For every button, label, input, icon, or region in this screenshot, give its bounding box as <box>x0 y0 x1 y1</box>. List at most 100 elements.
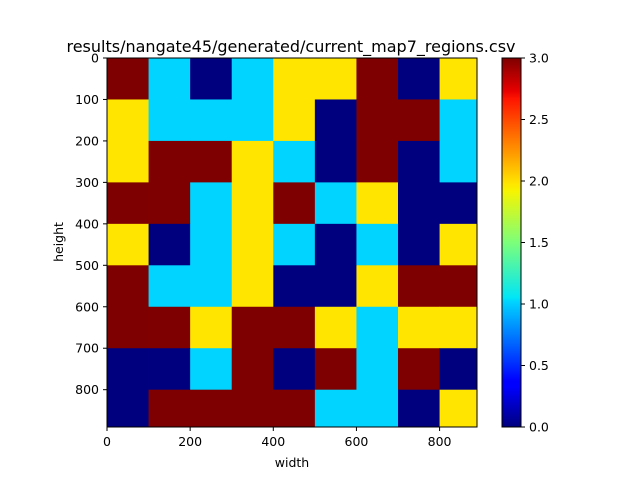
y-axis-label: height <box>51 222 66 262</box>
heatmap-cell <box>398 265 440 308</box>
heatmap-cells <box>107 58 478 428</box>
y-tick-label: 300 <box>75 175 99 190</box>
heatmap-cell <box>107 58 149 100</box>
heatmap-cell <box>148 306 191 349</box>
heatmap-cell <box>231 99 274 142</box>
heatmap-cell <box>439 265 478 308</box>
heatmap-cell <box>314 348 357 391</box>
heatmap-cell <box>398 389 440 428</box>
heatmap-cell <box>356 389 399 428</box>
heatmap-cell <box>231 182 274 225</box>
heatmap-cell <box>273 99 316 142</box>
colorbar-tick-label: 1.0 <box>529 297 549 312</box>
heatmap-cell <box>356 182 399 225</box>
heatmap-cell <box>148 265 191 308</box>
y-tick-label: 400 <box>75 216 99 231</box>
heatmap-cell <box>107 389 149 428</box>
heatmap-cell <box>398 182 440 225</box>
heatmap-cell <box>107 182 149 225</box>
heatmap-cell <box>148 348 191 391</box>
x-tick-label: 400 <box>261 434 285 449</box>
heatmap-cell <box>398 58 440 100</box>
heatmap-cell <box>107 99 149 142</box>
colorbar-tick-label: 3.0 <box>529 51 549 66</box>
heatmap-cell <box>190 389 233 428</box>
heatmap-cell <box>231 265 274 308</box>
heatmap-cell <box>356 140 399 183</box>
heatmap-cell <box>107 348 149 391</box>
heatmap-cell <box>314 99 357 142</box>
colorbar <box>501 57 522 428</box>
x-tick-label: 800 <box>428 434 452 449</box>
heatmap-cell <box>107 223 149 266</box>
plot-frame <box>106 57 478 428</box>
heatmap-cell <box>398 306 440 349</box>
heatmap-cell <box>273 140 316 183</box>
heatmap-cell <box>231 348 274 391</box>
heatmap-cell <box>107 140 149 183</box>
heatmap-cell <box>439 140 478 183</box>
heatmap-cell <box>314 306 357 349</box>
heatmap-cell <box>356 99 399 142</box>
y-tick-label: 800 <box>75 382 99 397</box>
heatmap-cell <box>356 306 399 349</box>
heatmap-cell <box>148 58 191 100</box>
heatmap-cell <box>398 99 440 142</box>
heatmap-cell <box>190 348 233 391</box>
y-tick-label: 600 <box>75 299 99 314</box>
colorbar-tick-label: 2.5 <box>529 112 549 127</box>
heatmap-cell <box>314 182 357 225</box>
heatmap-cell <box>190 99 233 142</box>
heatmap-cell <box>107 265 149 308</box>
x-tick-label: 200 <box>178 434 202 449</box>
heatmap-cell <box>314 389 357 428</box>
heatmap-cell <box>439 182 478 225</box>
colorbar-tick-label: 0.5 <box>529 358 549 373</box>
heatmap-cell <box>398 223 440 266</box>
heatmap-cell <box>439 389 478 428</box>
heatmap-cell <box>273 182 316 225</box>
y-tick-label: 500 <box>75 258 99 273</box>
heatmap-cell <box>314 265 357 308</box>
heatmap-cell <box>273 223 316 266</box>
x-tick-label: 0 <box>103 434 111 449</box>
heatmap-cell <box>398 348 440 391</box>
x-tick-label: 600 <box>345 434 369 449</box>
heatmap-cell <box>273 265 316 308</box>
heatmap-cell <box>231 58 274 100</box>
heatmap-cell <box>439 223 478 266</box>
colorbar-ticks: 0.0 0.5 1.0 1.5 2.0 2.5 3.0 <box>521 51 549 435</box>
y-tick-label: 700 <box>75 341 99 356</box>
heatmap-cell <box>356 348 399 391</box>
heatmap-cell <box>439 58 478 100</box>
heatmap-cell <box>190 58 233 100</box>
x-axis-label: width <box>275 455 309 470</box>
heatmap-cell <box>439 348 478 391</box>
heatmap-cell <box>148 223 191 266</box>
heatmap-cell <box>398 140 440 183</box>
heatmap-cell <box>148 389 191 428</box>
heatmap-cell <box>231 306 274 349</box>
heatmap-cell <box>439 99 478 142</box>
heatmap-cell <box>356 265 399 308</box>
heatmap-cell <box>356 223 399 266</box>
heatmap-cell <box>190 140 233 183</box>
y-tick-label: 100 <box>75 92 99 107</box>
heatmap-cell <box>148 182 191 225</box>
colorbar-tick-label: 2.0 <box>529 174 549 189</box>
heatmap-cell <box>273 389 316 428</box>
heatmap-cell <box>314 223 357 266</box>
chart-title: results/nangate45/generated/current_map7… <box>66 37 515 57</box>
colorbar-tick-label: 0.0 <box>529 420 549 435</box>
heatmap-cell <box>190 223 233 266</box>
heatmap-cell <box>314 140 357 183</box>
heatmap-cell <box>190 306 233 349</box>
y-tick-label: 0 <box>91 51 99 66</box>
heatmap-cell <box>148 140 191 183</box>
heatmap-cell <box>273 58 316 100</box>
heatmap-cell <box>273 306 316 349</box>
heatmap-cell <box>231 140 274 183</box>
heatmap-cell <box>190 265 233 308</box>
heatmap-cell <box>231 389 274 428</box>
